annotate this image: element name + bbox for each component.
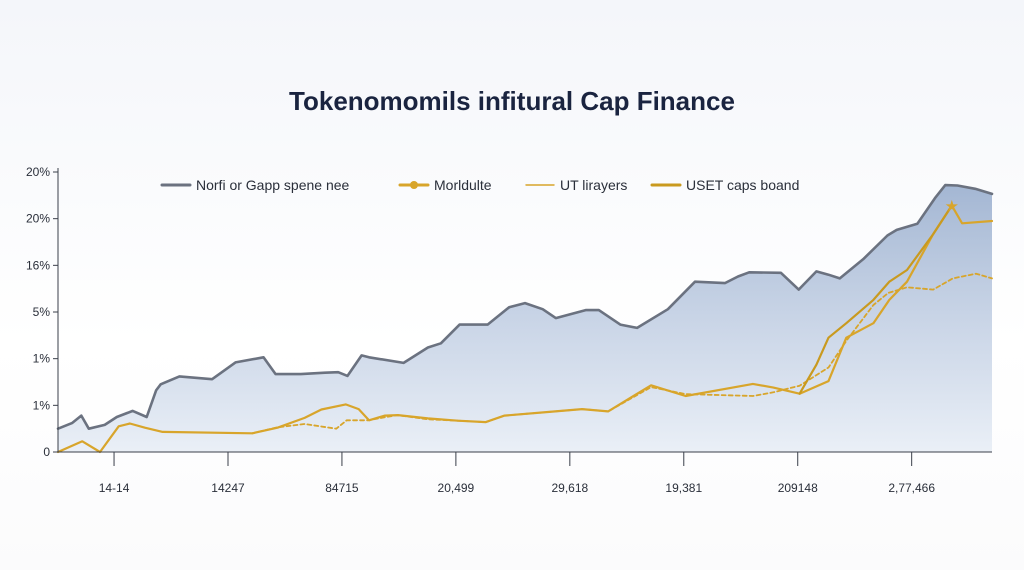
y-tick-label: 1% <box>33 352 51 366</box>
legend-marker <box>410 181 418 189</box>
legend-label: UT lirayers <box>560 177 627 193</box>
x-tick-label: 20,499 <box>438 481 475 495</box>
y-tick-label: 20% <box>26 212 50 226</box>
legend-label: Norfi or Gapp spene nee <box>196 177 350 193</box>
legend-label: Morldulte <box>434 177 492 193</box>
series-line-0 <box>56 183 994 430</box>
y-tick-label: 0 <box>43 445 50 459</box>
y-tick-label: 5% <box>33 305 51 319</box>
legend-item: Morldulte <box>398 177 492 193</box>
y-tick-label: 20% <box>26 165 50 179</box>
x-tick-label: 209148 <box>778 481 818 495</box>
x-tick-label: 2,77,466 <box>888 481 935 495</box>
star-marker: ★ <box>945 199 959 216</box>
chart-title: Tokenomomils infitural Cap Finance <box>289 86 735 116</box>
x-tick-label: 14-14 <box>99 481 130 495</box>
x-tick-label: 29,618 <box>551 481 588 495</box>
x-tick-label: 84715 <box>325 481 359 495</box>
y-tick-label: 1% <box>33 398 51 412</box>
legend-item: Norfi or Gapp spene nee <box>160 177 350 193</box>
plot-area: ★ <box>56 183 994 454</box>
legend-item: USET caps boand <box>650 177 799 193</box>
series-line-3 <box>798 204 953 395</box>
legend-label: USET caps boand <box>686 177 799 193</box>
y-tick-label: 16% <box>26 258 50 272</box>
series-line-2 <box>251 272 993 435</box>
x-tick-label: 14247 <box>211 481 245 495</box>
x-tick-label: 19,381 <box>665 481 702 495</box>
axes: 0 1% 1% 5% 16% 20% 20% 14-14 14247 84715 20,499 29,… <box>26 165 992 495</box>
legend-item: UT lirayers <box>525 177 627 193</box>
legend: Norfi or Gapp spene nee Morldulte UT liray… <box>160 177 799 193</box>
